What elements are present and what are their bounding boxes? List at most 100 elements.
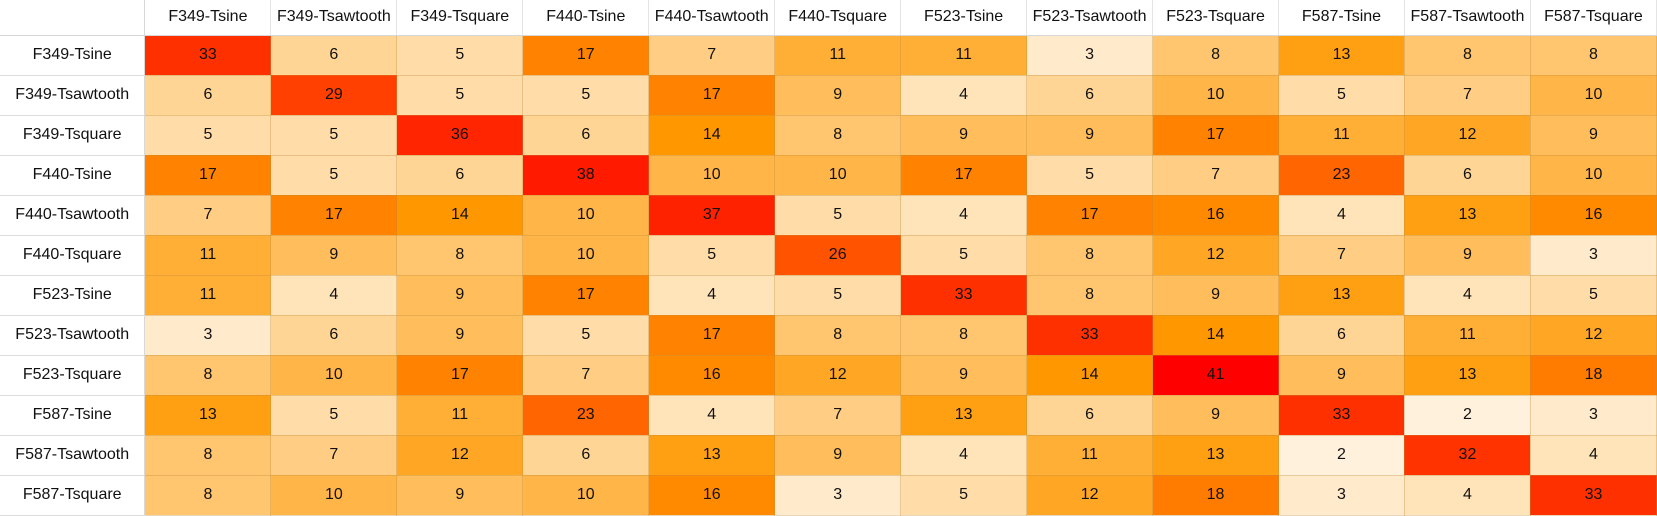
heatmap-cell: 10: [774, 155, 902, 196]
heatmap-cell: 4: [648, 395, 776, 436]
heatmap-cell: 4: [1404, 475, 1531, 516]
column-header: F440-Tsawtooth: [648, 0, 776, 36]
heatmap-cell: 5: [270, 395, 398, 436]
heatmap-cell: 13: [144, 395, 272, 436]
heatmap-cell: 8: [1530, 35, 1657, 76]
heatmap-cell: 12: [1026, 475, 1154, 516]
heatmap-cell: 8: [1026, 275, 1154, 316]
heatmap-cell: 2: [1404, 395, 1531, 436]
heatmap-cell: 10: [522, 195, 650, 236]
heatmap-cell: 17: [144, 155, 272, 196]
table-row: F440-Tsine 17 5 6 38 10 10 17 5 7 23 6 10: [0, 155, 1657, 196]
heatmap-cell: 8: [144, 435, 272, 476]
heatmap-cell: 17: [648, 315, 776, 356]
heatmap-cell: 5: [522, 75, 650, 116]
heatmap-cell: 5: [1278, 75, 1405, 116]
heatmap-cell: 11: [1404, 315, 1531, 356]
heatmap-cell: 9: [396, 315, 524, 356]
heatmap-cell: 13: [1404, 355, 1531, 396]
heatmap-cell: 7: [1404, 75, 1531, 116]
heatmap-cell: 9: [774, 75, 902, 116]
heatmap-cell: 10: [270, 355, 398, 396]
heatmap-cell: 33: [1026, 315, 1154, 356]
heatmap-cell: 14: [1026, 355, 1154, 396]
heatmap-cell: 17: [270, 195, 398, 236]
heatmap-cell: 4: [1278, 195, 1405, 236]
heatmap-cell: 16: [648, 355, 776, 396]
heatmap-cell: 18: [1152, 475, 1280, 516]
heatmap-cell: 10: [1530, 155, 1657, 196]
heatmap-cell: 8: [1152, 35, 1280, 76]
heatmap-cell: 9: [396, 475, 524, 516]
column-header: F587-Tsine: [1278, 0, 1405, 36]
table-row: F349-Tsawtooth 6 29 5 5 17 9 4 6 10 5 7 10: [0, 75, 1657, 116]
row-header: F523-Tsquare: [0, 355, 146, 396]
heatmap-cell: 7: [1152, 155, 1280, 196]
heatmap-cell: 3: [1026, 35, 1154, 76]
heatmap-cell: 23: [522, 395, 650, 436]
heatmap-cell: 33: [900, 275, 1028, 316]
table-row: F587-Tsawtooth 8 7 12 6 13 9 4 11 13 2 32 4: [0, 435, 1657, 476]
heatmap-cell: 8: [774, 115, 902, 156]
row-header: F349-Tsine: [0, 35, 146, 76]
heatmap-cell: 9: [1152, 395, 1280, 436]
heatmap-cell: 13: [900, 395, 1028, 436]
heatmap-cell: 37: [648, 195, 776, 236]
heatmap-cell: 2: [1278, 435, 1405, 476]
row-header: F349-Tsquare: [0, 115, 146, 156]
heatmap-cell: 3: [774, 475, 902, 516]
heatmap-cell: 17: [396, 355, 524, 396]
row-header: F587-Tsawtooth: [0, 435, 146, 476]
column-header: F523-Tsawtooth: [1026, 0, 1154, 36]
heatmap-cell: 5: [1530, 275, 1657, 316]
heatmap-cell: 41: [1152, 355, 1280, 396]
heatmap-cell: 4: [900, 195, 1028, 236]
heatmap-cell: 8: [144, 355, 272, 396]
column-header: F587-Tsawtooth: [1404, 0, 1531, 36]
heatmap-cell: 10: [648, 155, 776, 196]
heatmap-cell: 13: [1152, 435, 1280, 476]
heatmap-cell: 23: [1278, 155, 1405, 196]
heatmap-cell: 5: [900, 235, 1028, 276]
heatmap-cell: 14: [1152, 315, 1280, 356]
heatmap-cell: 6: [270, 315, 398, 356]
heatmap-cell: 8: [396, 235, 524, 276]
heatmap-cell: 5: [774, 195, 902, 236]
heatmap-cell: 29: [270, 75, 398, 116]
heatmap-cell: 12: [396, 435, 524, 476]
column-header: F349-Tsquare: [396, 0, 524, 36]
heatmap-cell: 14: [396, 195, 524, 236]
column-header: F440-Tsquare: [774, 0, 902, 36]
row-header: F349-Tsawtooth: [0, 75, 146, 116]
heatmap-cell: 5: [900, 475, 1028, 516]
column-header: F523-Tsquare: [1152, 0, 1280, 36]
heatmap-cell: 10: [522, 475, 650, 516]
column-header: F587-Tsquare: [1530, 0, 1657, 36]
column-header: F523-Tsine: [900, 0, 1028, 36]
heatmap-cell: 8: [1026, 235, 1154, 276]
heatmap-cell: 11: [144, 275, 272, 316]
heatmap-cell: 6: [1026, 395, 1154, 436]
heatmap-cell: 17: [522, 35, 650, 76]
heatmap-cell: 16: [1152, 195, 1280, 236]
heatmap-cell: 33: [1530, 475, 1657, 516]
column-header-row: F349-Tsine F349-Tsawtooth F349-Tsquare F440…: [0, 0, 1657, 36]
heatmap-cell: 6: [270, 35, 398, 76]
heatmap-cell: 5: [270, 155, 398, 196]
table-row: F349-Tsine 33 6 5 17 7 11 11 3 8 13 8 8: [0, 35, 1657, 76]
heatmap-cell: 11: [144, 235, 272, 276]
heatmap-cell: 5: [774, 275, 902, 316]
heatmap-cell: 3: [1530, 235, 1657, 276]
heatmap-cell: 7: [1278, 235, 1405, 276]
heatmap-cell: 26: [774, 235, 902, 276]
heatmap-cell: 12: [1530, 315, 1657, 356]
heatmap-cell: 7: [522, 355, 650, 396]
heatmap-cell: 33: [144, 35, 272, 76]
heatmap-cell: 9: [270, 235, 398, 276]
heatmap-cell: 9: [1404, 235, 1531, 276]
heatmap-cell: 10: [1152, 75, 1280, 116]
heatmap-cell: 38: [522, 155, 650, 196]
row-header: F523-Tsine: [0, 275, 146, 316]
